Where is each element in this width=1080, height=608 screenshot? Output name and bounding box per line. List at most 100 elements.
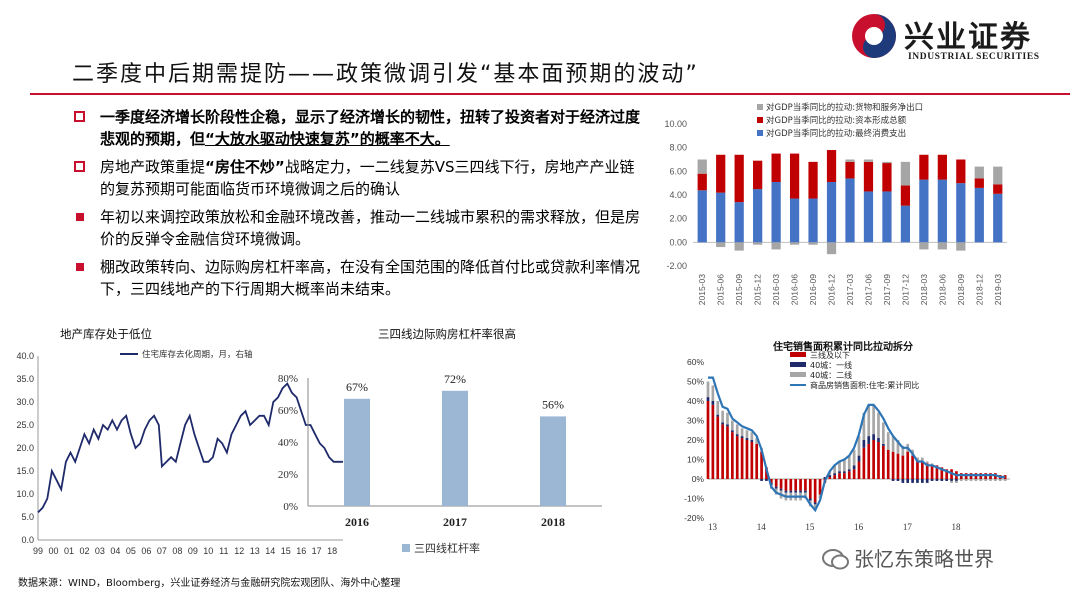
x-tick-label: 2018 — [541, 515, 565, 529]
gdp-bar-segment — [863, 161, 874, 192]
sales-bar-segment — [745, 438, 749, 440]
sales-bar-segment — [901, 455, 905, 479]
x-tick-label: 17 — [312, 546, 322, 556]
data-source-note: 数据来源：WIND，Bloomberg，兴业证券经济与金融研究院宏观团队、海外中… — [18, 578, 401, 589]
leverage-bar — [540, 416, 566, 506]
gdp-bar-segment — [771, 242, 781, 250]
x-tick-label: 2017-12 — [900, 274, 910, 305]
sales-bar-segment — [911, 479, 914, 483]
bar-value-label: 67% — [346, 380, 368, 394]
sales-bar-segment — [925, 479, 929, 483]
x-tick-label: 14 — [265, 546, 275, 556]
bullet-item: 年初以来调控政策放松和金融环境改善，推动一二线城市累积的需求释放，但是房价的反弹… — [72, 206, 642, 250]
gdp-bar-segment — [919, 154, 929, 180]
legend-label: 三线及以下 — [810, 350, 850, 360]
bullet-text: 棚改政策转向、边际购房杠杆率高，在没有全国范围的降低首付比或贷款利率情况下，三四… — [100, 258, 641, 298]
inventory-chart-svg: 0.0 5.0 10.0 15.0 20.0 25.0 30.0 35.0 40.0 99 00 01… — [16, 349, 343, 556]
sales-bar-segment — [847, 455, 851, 470]
sales-bar-segment — [852, 469, 856, 479]
sales-breakdown-chart: -20% -10% 0% 10% 20% 30% 40% 50% 60% 13 14 15 16 17 18… — [672, 350, 1017, 535]
sales-bar-segment — [731, 432, 734, 479]
leverage-chart-svg: 0% 20% 40% 60% 80% 67% 2016 72% 2017 56% 2018 三四线杠杆… — [278, 372, 602, 555]
gdp-chart-svg: -2.00 0.00 2.00 4.00 6.00 8.00 10.00 2015-03 201… — [664, 102, 1007, 305]
sales-bar-segment — [784, 479, 788, 491]
gdp-bar-segment — [771, 181, 781, 243]
sales-bar-segment — [935, 479, 939, 481]
x-tick-label: 2017-09 — [882, 274, 892, 305]
sales-bar-segment — [755, 438, 759, 444]
gdp-bar-segment — [900, 185, 911, 206]
y-tick-label: 60% — [278, 405, 298, 417]
legend-swatch — [757, 104, 763, 110]
sales-bar-segment — [731, 430, 734, 433]
gdp-bar-segment — [845, 178, 855, 243]
sales-bar-segment — [935, 465, 939, 479]
gdp-bar-segment — [882, 163, 892, 192]
sales-bar-segment — [808, 498, 812, 501]
x-tick-label: 12 — [234, 546, 244, 556]
bullet-emphasis: “房住不炒” — [205, 158, 285, 176]
sales-bar-segment — [745, 430, 749, 439]
sales-bar-segment — [882, 445, 885, 479]
sales-bar-segment — [911, 455, 914, 479]
y-tick-label: 0.0 — [21, 535, 34, 545]
sales-bar-segment — [872, 440, 875, 479]
sales-bar-segment — [779, 488, 783, 491]
gdp-bar-segment — [734, 154, 744, 203]
sales-bar-segment — [1003, 475, 1007, 479]
sales-bar-segment — [740, 438, 744, 479]
y-tick-label: 30% — [687, 416, 704, 426]
y-tick-label: 10.0 — [16, 489, 34, 499]
gdp-bar-segment — [882, 191, 892, 243]
bar-value-label: 72% — [444, 372, 466, 386]
sales-bar-segment — [843, 471, 846, 474]
gdp-contribution-chart: -2.00 0.00 2.00 4.00 6.00 8.00 10.00 2015-03 201… — [645, 98, 1017, 318]
sales-bar-segment — [784, 490, 788, 493]
gdp-bar-segment — [734, 242, 744, 251]
y-tick-label: 20.0 — [16, 443, 34, 453]
sales-bar-segment — [945, 469, 949, 479]
sales-bar-segment — [760, 451, 763, 479]
sales-bar-segment — [950, 480, 953, 483]
gdp-bar-segment — [937, 179, 947, 243]
x-tick-label: 06 — [141, 546, 151, 556]
sales-bar-segment — [847, 471, 851, 479]
sales-bar-segment — [789, 490, 793, 493]
sales-bar-segment — [726, 424, 729, 427]
x-tick-label: 02 — [79, 546, 89, 556]
sales-bar-segment — [735, 434, 739, 437]
sales-bar-segment — [833, 465, 836, 474]
sales-bar-segment — [750, 440, 754, 442]
sales-bar-segment — [896, 453, 900, 479]
sales-bar-segment — [740, 436, 744, 439]
sales-bar-segment — [998, 479, 1002, 481]
x-tick-label: 07 — [157, 546, 167, 556]
brand-logo: 兴业证券 INDUSTRIAL SECURITIES — [850, 10, 1072, 66]
bullet-text: 年初以来调控政策放松和金融环境改善，推动一二线城市累积的需求释放，但是房价的反弹… — [100, 208, 641, 248]
sales-bar-segment — [896, 479, 900, 481]
sales-bar-segment — [872, 434, 875, 440]
y-tick-label: -10% — [684, 494, 704, 504]
x-tick-label: 16 — [296, 546, 306, 556]
sales-bar-segment — [833, 475, 836, 479]
x-tick-label: 15 — [281, 546, 291, 556]
sales-total-line — [708, 376, 1006, 513]
y-tick-label: -2.00 — [666, 261, 687, 271]
sales-bar-segment — [886, 432, 890, 450]
sales-bar-segment — [706, 401, 710, 479]
x-tick-label: 13 — [250, 546, 260, 556]
y-tick-label: 2.00 — [669, 214, 687, 224]
sales-bar-segment — [804, 479, 807, 491]
sales-bar-segment — [959, 479, 963, 481]
y-tick-label: 35.0 — [16, 374, 34, 384]
sales-bar-segment — [726, 412, 729, 425]
legend-swatch — [790, 372, 806, 377]
sales-bar-segment — [735, 424, 739, 435]
logo-emblem-icon — [852, 14, 896, 58]
sales-bar-segment — [799, 479, 802, 491]
sales-bar-segment — [755, 443, 759, 479]
sales-bar-segment — [716, 414, 720, 417]
x-tick-label: 00 — [48, 546, 58, 556]
sales-bar-segment — [901, 479, 905, 483]
sales-bar-segment — [857, 455, 861, 462]
